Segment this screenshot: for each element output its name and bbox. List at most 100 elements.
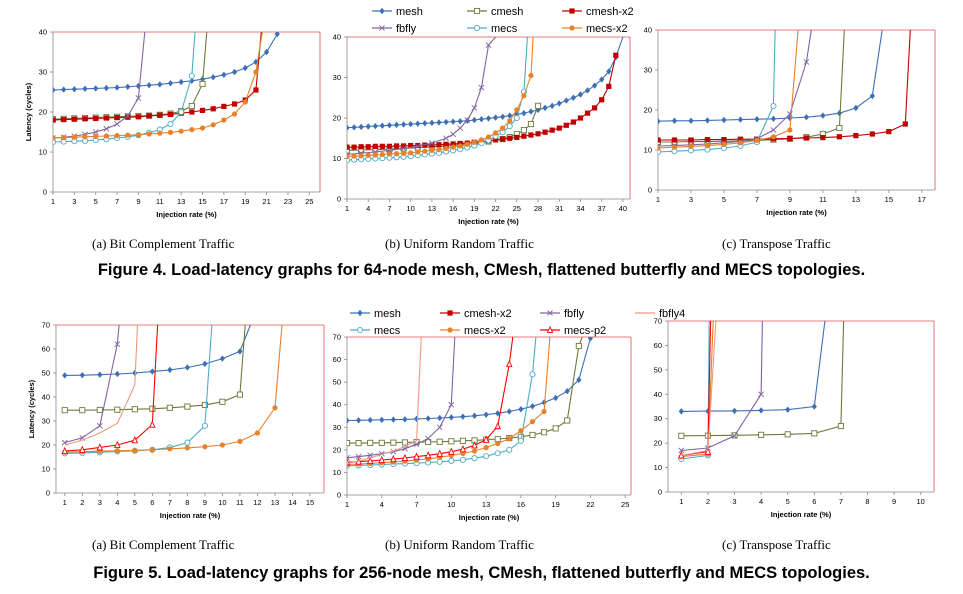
series-mecs-x2 <box>658 30 799 151</box>
y-tick-label: 0 <box>648 186 652 195</box>
fig5-subcaption-c: (c) Transpose Traffic <box>722 537 831 552</box>
data-point-cmesh <box>575 342 582 350</box>
legend-item-cmesh-x2: cmesh-x2 <box>562 6 634 18</box>
data-point-mecs-x2 <box>471 448 478 454</box>
data-point-mecs-p2 <box>436 449 444 457</box>
data-point-mecs-x2 <box>450 144 456 150</box>
series-line-fbfly <box>64 325 120 444</box>
data-point-mesh <box>478 116 485 123</box>
data-point-mecs-p2 <box>366 456 374 464</box>
x-tick-label: 4 <box>759 497 763 506</box>
series-mecs <box>658 30 777 156</box>
data-point-cmesh-x2 <box>210 106 216 112</box>
data-point-cmesh-x2 <box>570 119 576 125</box>
y-tick-label: 40 <box>333 33 341 42</box>
x-tick-label: 10 <box>917 497 925 506</box>
data-point-mecs-p2 <box>459 444 467 453</box>
data-point-mecs-x2 <box>379 151 385 158</box>
legend-label-mecs-p2: mecs-p2 <box>564 325 606 337</box>
x-tick-label: 7 <box>414 500 418 509</box>
data-point-cmesh <box>355 440 362 447</box>
data-point-mesh <box>553 394 559 402</box>
data-point-mecs-p2 <box>704 447 712 455</box>
x-tick-label: 5 <box>94 197 98 206</box>
x-tick-label: 13 <box>482 500 490 509</box>
data-point-cmesh <box>96 406 103 414</box>
data-point-cmesh-x2 <box>450 141 456 147</box>
series-line-mesh <box>53 33 278 91</box>
data-point-mecs-p2 <box>149 420 156 428</box>
x-axis-label: Injection rate (%) <box>459 513 520 522</box>
data-point-mesh <box>358 123 364 131</box>
data-point-cmesh <box>184 403 191 410</box>
data-point-mesh <box>157 81 163 88</box>
x-tick-label: 25 <box>621 500 629 509</box>
data-point-cmesh-x2 <box>114 115 120 121</box>
data-point-mecs-x2 <box>135 132 142 138</box>
data-point-mesh <box>599 76 605 83</box>
y-tick-label: 10 <box>42 465 50 474</box>
data-point-mecs-x2 <box>514 107 520 113</box>
data-point-mecs-x2 <box>704 143 711 149</box>
x-tick-label: 40 <box>619 204 627 213</box>
series-line-mecs-x2 <box>658 30 799 149</box>
data-point-fbfly <box>414 143 421 150</box>
data-point-mecs-x2 <box>492 130 499 136</box>
legend-marker <box>547 310 553 316</box>
data-point-cmesh <box>436 438 443 445</box>
data-point-cmesh <box>347 147 351 154</box>
data-point-mesh <box>737 116 744 123</box>
data-point-mecs-x2 <box>787 127 793 133</box>
data-point-mesh <box>448 414 454 421</box>
data-point-mesh <box>365 123 371 130</box>
data-point-cmesh <box>219 398 226 405</box>
data-point-mesh <box>457 118 463 125</box>
data-point-mesh <box>178 78 184 86</box>
data-point-mecs-x2 <box>737 140 744 146</box>
data-point-cmesh <box>131 406 138 413</box>
data-point-mesh <box>820 112 826 119</box>
data-point-mesh <box>71 86 77 93</box>
series-line-cmesh <box>658 30 845 143</box>
series-fbfly <box>347 37 497 158</box>
x-tick-label: 11 <box>236 498 244 507</box>
x-axis-label: Injection rate (%) <box>160 511 221 520</box>
data-point-mesh <box>576 376 582 384</box>
data-point-cmesh-x2 <box>886 129 892 135</box>
legend-marker <box>473 24 481 32</box>
chart-f5c: 0 10 20 30 40 50 60 70 1 2 3 4 5 6 7 8 9 10 Injection rate… <box>654 317 935 519</box>
legend-item-mecs: mecs <box>350 325 401 337</box>
data-point-mecs-x2 <box>114 133 120 139</box>
legend-item-cmesh-x2: cmesh-x2 <box>440 308 512 320</box>
data-point-cmesh-x2 <box>688 137 694 143</box>
y-axis-label: Latency (cycles) <box>24 82 33 141</box>
data-point-fbfly <box>428 140 435 147</box>
legend-marker <box>447 310 453 316</box>
data-point-cmesh-x2 <box>429 142 435 148</box>
x-tick-label: 13 <box>177 197 185 206</box>
series-line-mecs-x2 <box>347 37 534 158</box>
data-point-fbfly <box>103 125 110 132</box>
series-line-fbfly <box>347 37 497 155</box>
x-tick-label: 34 <box>576 204 584 213</box>
data-point-mesh <box>577 91 584 98</box>
data-point-cmesh <box>448 438 455 445</box>
data-point-mecs-p2 <box>471 441 478 449</box>
legend-marker <box>357 309 363 317</box>
x-tick-label: 17 <box>918 195 926 204</box>
data-point-cmesh <box>534 102 542 109</box>
data-point-mecs-x2 <box>219 442 226 448</box>
x-tick-label: 8 <box>185 498 189 507</box>
data-point-cmesh <box>425 438 432 446</box>
data-point-mecs-x2 <box>71 134 77 140</box>
x-tick-label: 19 <box>470 204 478 213</box>
data-point-mecs-x2 <box>157 130 163 136</box>
x-tick-label: 4 <box>380 500 384 509</box>
x-tick-label: 7 <box>115 197 119 206</box>
series-fbfly <box>53 32 146 141</box>
data-point-mesh <box>264 48 270 56</box>
x-axis-label: Injection rate (%) <box>458 217 519 226</box>
data-point-cmesh-x2 <box>671 137 678 143</box>
y-tick-label: 20 <box>39 108 47 117</box>
